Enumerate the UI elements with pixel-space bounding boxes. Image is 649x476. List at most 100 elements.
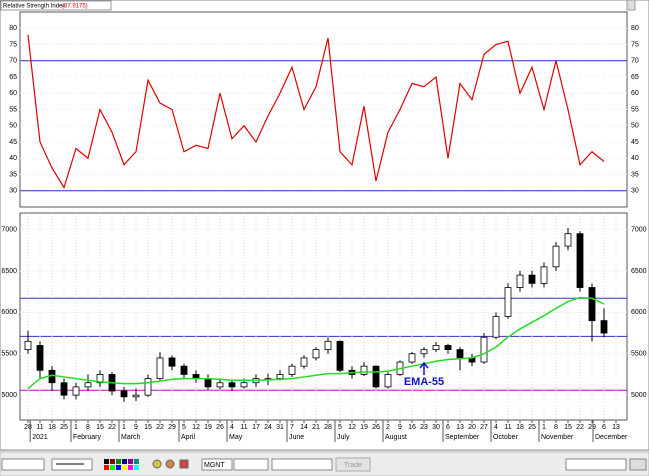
candle-body: [480, 336, 488, 363]
annotation-arrow: [419, 361, 429, 375]
y-tick-label: 40: [9, 155, 17, 162]
period-dropdown[interactable]: [233, 458, 269, 471]
x-tick-label: 22: [576, 424, 584, 431]
candle-body: [24, 340, 32, 351]
month-label: June: [289, 434, 304, 441]
candle-body: [444, 345, 452, 351]
candle-body: [384, 374, 392, 388]
candle-body: [552, 245, 560, 268]
y-tick-label: 30: [9, 188, 17, 195]
candle-body: [516, 274, 524, 288]
candle-body: [456, 349, 464, 359]
y-tick-label-right: 40: [631, 155, 639, 162]
x-tick-label: 18: [516, 424, 524, 431]
y-tick-label: 50: [9, 123, 17, 130]
candle-body: [228, 382, 236, 388]
y-tick-label-right: 50: [631, 123, 639, 130]
candle-body: [372, 365, 380, 388]
x-tick-label: 13: [612, 424, 620, 431]
style-dropdown[interactable]: [1, 458, 45, 471]
x-tick-label: 25: [528, 424, 536, 431]
candle-body: [216, 382, 224, 388]
candle-body: [564, 233, 572, 247]
month-label: August: [385, 434, 407, 441]
x-tick-label: 15: [564, 424, 572, 431]
color-palette[interactable]: [104, 459, 139, 470]
x-tick-label: 4: [494, 424, 498, 431]
x-tick-label: 19: [204, 424, 212, 431]
x-tick-label: 1: [542, 424, 546, 431]
annotation: EMA-55: [404, 376, 444, 388]
x-tick-label: 9: [398, 424, 402, 431]
x-tick-label: 4: [230, 424, 234, 431]
account-dropdown[interactable]: [271, 458, 333, 471]
trade-button[interactable]: [335, 457, 371, 472]
tool-icon[interactable]: [179, 459, 189, 469]
y-tick-label: 35: [9, 171, 17, 178]
scroll-button[interactable]: [626, 0, 636, 11]
x-tick-label: 5: [182, 424, 186, 431]
x-tick-label: 27: [480, 424, 488, 431]
month-label: May: [229, 434, 243, 441]
x-tick-label: 1: [74, 424, 78, 431]
options-button[interactable]: [629, 458, 647, 471]
candle-body: [492, 316, 500, 338]
candle-body: [576, 233, 584, 288]
candle-body: [528, 274, 536, 284]
candle-body: [180, 365, 188, 375]
x-tick-label: 29: [588, 424, 596, 431]
indicator-value: (37.9175): [62, 4, 88, 10]
x-tick-label: 22: [108, 424, 116, 431]
indicator-title: Relative Strength Index: [3, 4, 65, 10]
x-tick-label: 7: [290, 424, 294, 431]
y-tick-label: 5500: [1, 351, 17, 358]
month-label: April: [181, 434, 195, 441]
x-tick-label: 15: [144, 424, 152, 431]
y-tick-label-right: 45: [631, 139, 639, 146]
x-tick-label: 21: [312, 424, 320, 431]
x-tick-label: 13: [456, 424, 464, 431]
x-tick-label: 8: [554, 424, 558, 431]
x-tick-label: 31: [276, 424, 284, 431]
x-tick-label: 17: [252, 424, 260, 431]
x-tick-label: 6: [446, 424, 450, 431]
x-tick-label: 26: [216, 424, 224, 431]
candle-body: [300, 357, 308, 367]
month-label: March: [121, 434, 141, 441]
symbol: MGNT: [204, 462, 225, 469]
candle-body: [312, 349, 320, 359]
y-tick-label: 75: [9, 41, 17, 48]
month-label: September: [445, 434, 480, 441]
tool-icon[interactable]: [165, 459, 175, 469]
candle-body: [588, 287, 596, 322]
y-tick-label-right: 5500: [631, 351, 647, 358]
y-tick-label-right: 55: [631, 106, 639, 113]
candle-body: [204, 378, 212, 388]
candle-body: [132, 394, 140, 398]
x-tick-label: 11: [240, 424, 247, 431]
y-tick-label: 6000: [1, 309, 17, 316]
x-tick-label: 16: [408, 424, 416, 431]
zoom-dropdown[interactable]: [565, 458, 627, 471]
candle-body: [156, 357, 164, 379]
symbol-field[interactable]: [201, 458, 233, 471]
candle-body: [288, 365, 296, 375]
x-tick-label: 30: [432, 424, 440, 431]
candle-body: [84, 382, 92, 388]
candle-body: [600, 320, 608, 334]
candle-body: [120, 390, 128, 398]
y-tick-label: 45: [9, 139, 17, 146]
month-label: 2021: [32, 434, 48, 441]
y-tick-label-right: 75: [631, 41, 639, 48]
y-tick-label-right: 80: [631, 25, 639, 32]
x-tick-label: 12: [192, 424, 200, 431]
tool-icon[interactable]: [152, 459, 162, 469]
y-tick-label-right: 65: [631, 74, 639, 81]
x-tick-label: 15: [96, 424, 104, 431]
x-tick-label: 14: [300, 424, 308, 431]
candle-body: [408, 353, 416, 363]
candle-body: [144, 378, 152, 396]
x-tick-label: 12: [348, 424, 356, 431]
